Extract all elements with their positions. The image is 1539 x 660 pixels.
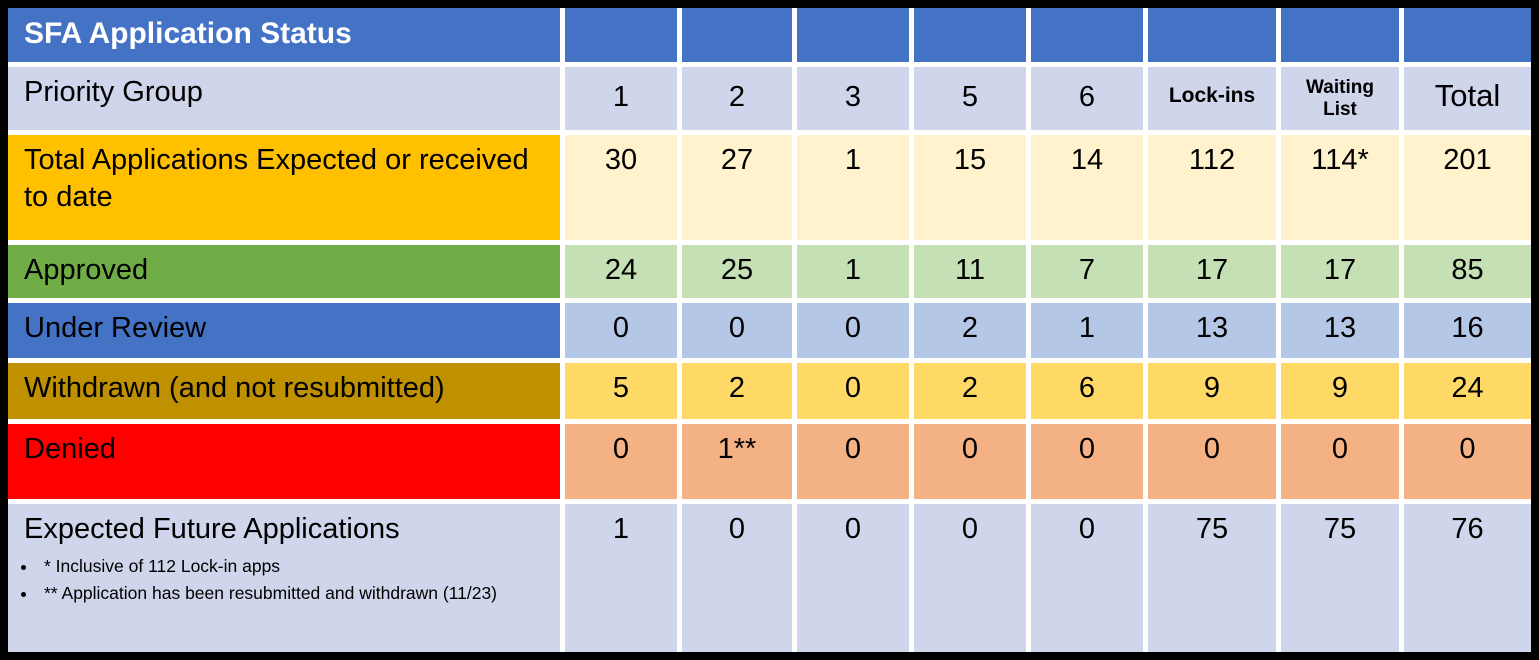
table-cell: 2	[914, 302, 1026, 359]
table-cell: 27	[682, 135, 792, 240]
table-cell: 2	[914, 363, 1026, 420]
table-cell: 6	[1031, 363, 1143, 420]
expected-future-row: Expected Future Applications * Inclusive…	[8, 504, 1531, 652]
table-cell: 9	[1148, 363, 1276, 420]
table-cell: 9	[1281, 363, 1399, 420]
table-cell: 1	[797, 244, 909, 298]
row-label-approved: Approved	[8, 244, 560, 298]
table-cell: 1**	[682, 424, 792, 500]
table-cell: 0	[1281, 424, 1399, 500]
column-header-waiting-list: Waiting List	[1281, 67, 1399, 131]
table-cell: 30	[565, 135, 677, 240]
table-title-row: SFA Application Status	[8, 8, 1531, 63]
table-cell: 0	[1031, 504, 1143, 652]
title-empty-cell	[565, 8, 677, 63]
table-cell: 114*	[1281, 135, 1399, 240]
table-cell: 0	[797, 302, 909, 359]
table-cell: 1	[1031, 302, 1143, 359]
table-cell: 2	[682, 363, 792, 420]
table-cell: 0	[1404, 424, 1531, 500]
table-cell: 0	[565, 302, 677, 359]
table-cell: 13	[1281, 302, 1399, 359]
withdrawn-row: Withdrawn (and not resubmitted) 5 2 0 2 …	[8, 363, 1531, 420]
table-cell: 0	[1148, 424, 1276, 500]
table-cell: 24	[1404, 363, 1531, 420]
row-label-total-applications: Total Applications Expected or received …	[8, 135, 560, 240]
table-cell: 0	[682, 504, 792, 652]
table-cell: 13	[1148, 302, 1276, 359]
under-review-row: Under Review 0 0 0 2 1 13 13 16	[8, 302, 1531, 359]
title-empty-cell	[1281, 8, 1399, 63]
column-header-total: Total	[1404, 67, 1531, 131]
row-label-withdrawn: Withdrawn (and not resubmitted)	[8, 363, 560, 420]
table-cell: 0	[1031, 424, 1143, 500]
table-cell: 17	[1148, 244, 1276, 298]
title-empty-cell	[682, 8, 792, 63]
table-cell: 201	[1404, 135, 1531, 240]
title-empty-cell	[1031, 8, 1143, 63]
sfa-status-table: SFA Application Status Priority Group 1 …	[8, 8, 1531, 652]
table-cell: 15	[914, 135, 1026, 240]
table-cell: 24	[565, 244, 677, 298]
column-header-lock-ins: Lock-ins	[1148, 67, 1276, 131]
table-title: SFA Application Status	[8, 8, 560, 63]
approved-row: Approved 24 25 1 11 7 17 17 85	[8, 244, 1531, 298]
column-header-3: 3	[797, 67, 909, 131]
table-cell: 75	[1281, 504, 1399, 652]
table-cell: 112	[1148, 135, 1276, 240]
table-cell: 0	[797, 504, 909, 652]
table-cell: 0	[682, 302, 792, 359]
row-label-under-review: Under Review	[8, 302, 560, 359]
title-empty-cell	[797, 8, 909, 63]
column-header-2: 2	[682, 67, 792, 131]
table-cell: 85	[1404, 244, 1531, 298]
title-empty-cell	[1148, 8, 1276, 63]
table-cell: 0	[914, 504, 1026, 652]
total-applications-row: Total Applications Expected or received …	[8, 135, 1531, 240]
table-cell: 25	[682, 244, 792, 298]
table-cell: 14	[1031, 135, 1143, 240]
denied-row: Denied 0 1** 0 0 0 0 0 0	[8, 424, 1531, 500]
priority-group-row: Priority Group 1 2 3 5 6 Lock-ins Waitin…	[8, 67, 1531, 131]
column-header-5: 5	[914, 67, 1026, 131]
table-cell: 7	[1031, 244, 1143, 298]
table-cell: 0	[565, 424, 677, 500]
title-empty-cell	[914, 8, 1026, 63]
table-cell: 1	[565, 504, 677, 652]
table-cell: 1	[797, 135, 909, 240]
footnote-list: * Inclusive of 112 Lock-in apps ** Appli…	[8, 555, 560, 606]
table-cell: 5	[565, 363, 677, 420]
column-header-6: 6	[1031, 67, 1143, 131]
row-label-priority-group: Priority Group	[8, 67, 560, 131]
table-cell: 0	[797, 424, 909, 500]
footnote-resubmitted: ** Application has been resubmitted and …	[38, 582, 552, 606]
title-empty-cell	[1404, 8, 1531, 63]
expected-future-label: Expected Future Applications	[24, 513, 400, 546]
table-cell: 11	[914, 244, 1026, 298]
table-cell: 76	[1404, 504, 1531, 652]
row-label-denied: Denied	[8, 424, 560, 500]
table-cell: 0	[914, 424, 1026, 500]
column-header-1: 1	[565, 67, 677, 131]
row-label-expected-future: Expected Future Applications * Inclusive…	[8, 504, 560, 652]
table-cell: 17	[1281, 244, 1399, 298]
footnote-lock-in-apps: * Inclusive of 112 Lock-in apps	[38, 555, 552, 579]
table-cell: 75	[1148, 504, 1276, 652]
table-cell: 0	[797, 363, 909, 420]
table-cell: 16	[1404, 302, 1531, 359]
